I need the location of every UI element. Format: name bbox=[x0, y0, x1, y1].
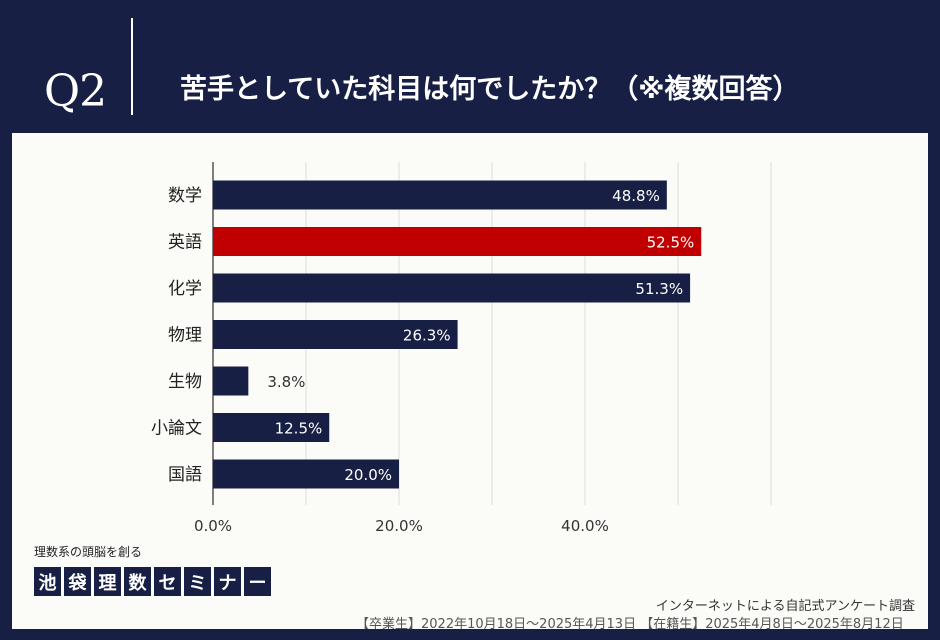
value-label: 26.3% bbox=[403, 327, 451, 345]
category-label: 物理 bbox=[168, 326, 202, 346]
bar-2 bbox=[213, 273, 691, 303]
value-label: 51.3% bbox=[635, 280, 683, 298]
bar-5 bbox=[213, 413, 330, 442]
value-label: 52.5% bbox=[647, 234, 695, 252]
value-label: 12.5% bbox=[275, 420, 323, 438]
x-tick-label: 40.0% bbox=[561, 517, 609, 535]
x-tick-label: 20.0% bbox=[375, 517, 423, 535]
logo-char: ナ bbox=[214, 567, 241, 596]
category-label: 英語 bbox=[168, 233, 202, 253]
question-number: Q2 bbox=[44, 66, 107, 117]
category-label: 数学 bbox=[168, 186, 202, 206]
logo-char: セ bbox=[154, 567, 181, 596]
bar-0 bbox=[213, 180, 667, 210]
survey-period: 【卒業生】2022年10月18日～2025年4月13日 【在籍生】2025年4月… bbox=[356, 617, 904, 632]
header: Q2 苦手としていた科目は何でしたか？（※複数回答） bbox=[0, 0, 940, 133]
value-label: 48.8% bbox=[612, 187, 660, 205]
value-label: 3.8% bbox=[267, 373, 305, 391]
survey-source: インターネットによる自記式アンケート調査 bbox=[655, 599, 915, 614]
logo-char: 数 bbox=[124, 567, 151, 596]
category-label: 化学 bbox=[168, 279, 202, 299]
category-label: 生物 bbox=[168, 372, 202, 392]
chart-panel bbox=[12, 133, 928, 629]
logo-char: 池 bbox=[34, 567, 61, 596]
bar-6 bbox=[213, 459, 399, 489]
value-label: 20.0% bbox=[344, 466, 392, 484]
bar-3 bbox=[213, 320, 458, 349]
category-label: 国語 bbox=[168, 465, 202, 485]
bar-1 bbox=[213, 227, 702, 256]
logo: 池袋理数セミナー bbox=[34, 567, 271, 596]
page-title: 苦手としていた科目は何でしたか？（※複数回答） bbox=[180, 74, 800, 105]
logo-char: 袋 bbox=[64, 567, 91, 596]
logo-tagline: 理数系の頭脳を創る bbox=[34, 545, 143, 559]
logo-char: 理 bbox=[94, 567, 121, 596]
bar-4 bbox=[213, 366, 249, 396]
logo-char: ー bbox=[244, 567, 271, 596]
logo-char: ミ bbox=[184, 567, 211, 596]
x-tick-label: 0.0% bbox=[194, 517, 232, 535]
header-divider bbox=[131, 18, 133, 115]
category-label: 小論文 bbox=[151, 419, 202, 439]
